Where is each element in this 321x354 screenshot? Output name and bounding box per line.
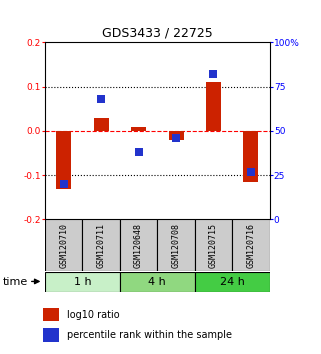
Text: GSM120715: GSM120715 — [209, 223, 218, 268]
Text: 24 h: 24 h — [220, 277, 245, 287]
Text: 1 h: 1 h — [74, 277, 91, 287]
Point — [136, 149, 141, 155]
Bar — [157, 219, 195, 271]
Bar — [120, 272, 195, 292]
Bar — [120, 219, 157, 271]
Text: 4 h: 4 h — [148, 277, 166, 287]
Point — [248, 169, 254, 175]
Title: GDS3433 / 22725: GDS3433 / 22725 — [102, 27, 213, 40]
Bar — [82, 219, 120, 271]
Text: time: time — [3, 277, 29, 287]
Bar — [131, 127, 146, 131]
Bar — [45, 272, 120, 292]
Bar — [243, 131, 258, 182]
Bar — [43, 328, 59, 342]
Text: GSM120711: GSM120711 — [97, 223, 106, 268]
Text: GSM120648: GSM120648 — [134, 223, 143, 268]
Point — [211, 72, 216, 77]
Bar — [94, 118, 108, 131]
Point — [173, 135, 178, 141]
Bar — [169, 131, 184, 140]
Text: log10 ratio: log10 ratio — [67, 310, 120, 320]
Bar — [43, 308, 59, 321]
Point — [61, 181, 66, 187]
Bar — [195, 272, 270, 292]
Bar — [232, 219, 270, 271]
Bar — [206, 82, 221, 131]
Point — [99, 96, 104, 102]
Text: GSM120710: GSM120710 — [59, 223, 68, 268]
Text: GSM120708: GSM120708 — [171, 223, 180, 268]
Bar — [195, 219, 232, 271]
Bar — [56, 131, 71, 188]
Text: percentile rank within the sample: percentile rank within the sample — [67, 330, 232, 341]
Text: GSM120716: GSM120716 — [247, 223, 256, 268]
Bar — [45, 219, 82, 271]
